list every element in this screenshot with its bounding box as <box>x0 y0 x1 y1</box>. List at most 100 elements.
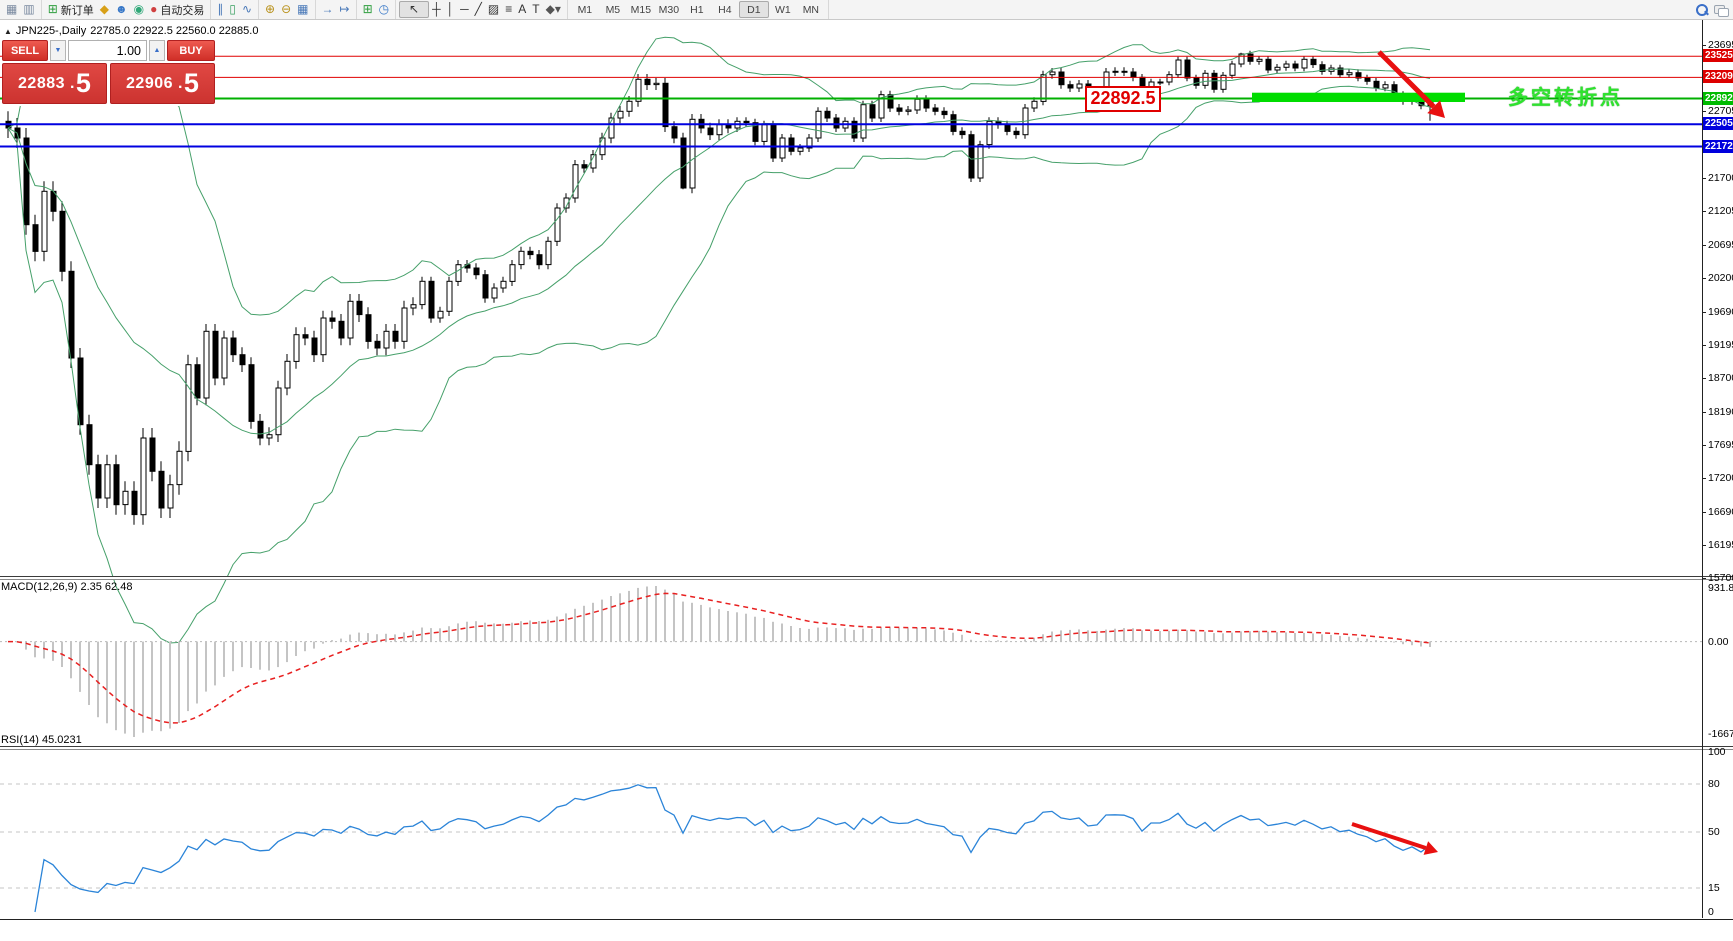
price-tick-mark <box>1702 312 1706 313</box>
collapse-triangle-icon: ▲ <box>4 26 12 36</box>
volume-input[interactable]: 1.00 <box>68 40 147 61</box>
signals-icon[interactable]: ◉ <box>133 2 145 16</box>
tick-chart-icon[interactable]: ▥ <box>23 2 35 16</box>
chart-canvas[interactable] <box>0 19 1733 941</box>
candlestick-chart-icon[interactable]: ▯ <box>229 2 236 16</box>
price-tick: 18700.0 <box>1708 372 1733 384</box>
autoscroll-icon[interactable]: → <box>321 2 334 16</box>
gold-icon[interactable]: ◆ <box>99 2 109 16</box>
price-badge-23209.6: 23209.6 <box>1703 70 1733 84</box>
text-icon[interactable]: A <box>518 2 527 16</box>
horizontal-line-icon[interactable]: ─ <box>460 2 469 16</box>
sell-price: 22883 . <box>18 74 75 92</box>
toolbar-group-zoom: ⊕ ⊖ ▦ <box>259 0 316 19</box>
line-chart-icon[interactable]: ∿ <box>241 2 253 16</box>
rsi-line <box>34 784 1431 913</box>
rsi-tick: 80 <box>1708 778 1720 790</box>
price-tick: 19690.0 <box>1708 306 1733 318</box>
chat-icon <box>1714 4 1729 17</box>
timeframe-h1[interactable]: H1 <box>690 3 704 16</box>
price-badge-23525.5: 23525.5 <box>1703 49 1733 63</box>
cursor-icon[interactable]: ↖ <box>399 1 430 18</box>
sell-price-box[interactable]: 22883 . 5 <box>2 63 107 104</box>
price-tick-mark <box>1702 345 1706 346</box>
price-tick-mark <box>1702 278 1706 279</box>
chart-ohlc: 22785.0 22922.5 22560.0 22885.0 <box>90 25 259 37</box>
price-tick-mark <box>1702 412 1706 413</box>
price-tick: 20695.0 <box>1708 239 1733 251</box>
price-tick: 15700.0 <box>1708 572 1733 584</box>
buy-price-box[interactable]: 22906 . 5 <box>110 63 215 104</box>
search-icon <box>1696 3 1709 16</box>
chart-title: ▲ JPN225-,Daily 22785.0 22922.5 22560.0 … <box>4 25 258 37</box>
price-tick-mark <box>1702 245 1706 246</box>
volume-decrease-stepper[interactable]: ▼ <box>50 40 66 61</box>
equidistant-channel-icon[interactable]: ▨ <box>487 2 500 16</box>
bar-chart-icon[interactable]: ∥ <box>217 2 224 16</box>
buy-button[interactable]: BUY <box>167 40 215 61</box>
price-callout-label[interactable]: 22892.5 <box>1085 85 1161 112</box>
price-tick-mark <box>1702 445 1706 446</box>
rsi-pane-separator[interactable] <box>0 746 1733 750</box>
timeframe-h4[interactable]: H4 <box>718 3 732 16</box>
rsi-tick: 0 <box>1708 906 1714 918</box>
zoom-out-icon[interactable]: ⊖ <box>281 2 292 16</box>
price-tick-mark <box>1702 578 1706 579</box>
chart-shift-icon[interactable]: ↦ <box>339 2 350 16</box>
price-tick: 16690.0 <box>1708 506 1733 518</box>
chat-icon[interactable] <box>1711 1 1730 18</box>
macd-tick-zero: 0.00 <box>1708 635 1729 648</box>
zoom-in-icon[interactable]: ⊕ <box>265 2 276 16</box>
toolbar-group-arrange: → ↦ <box>316 0 357 19</box>
rsi-tick: 100 <box>1708 746 1726 758</box>
timeframe-m15[interactable]: M15 <box>630 3 652 16</box>
auto-trading-icon[interactable]: ● 自动交易 <box>150 2 205 17</box>
price-badge-22505.6: 22505.6 <box>1703 117 1733 131</box>
price-tick: 16195.0 <box>1708 539 1733 551</box>
time-axis[interactable] <box>0 919 1733 941</box>
red-arrow-rsi <box>1351 822 1427 850</box>
sell-button[interactable]: SELL <box>2 40 48 61</box>
chart-workspace[interactable]: ▲ JPN225-,Daily 22785.0 22922.5 22560.0 … <box>0 19 1733 941</box>
price-badge-22892.5: 22892.5 <box>1703 91 1733 105</box>
tile-windows-icon[interactable]: ▦ <box>297 2 309 16</box>
price-tick: 17695.0 <box>1708 439 1733 451</box>
timeframe-mn[interactable]: MN <box>802 3 820 16</box>
indicators-add-icon[interactable]: ⊞ <box>362 2 373 16</box>
trendline-icon[interactable]: ╱ <box>474 2 482 16</box>
buy-price: 22906 . <box>126 74 183 92</box>
crosshair-icon[interactable]: ┼ <box>432 2 441 16</box>
price-scale[interactable] <box>1702 20 1703 918</box>
macd-signal-line <box>7 592 1431 724</box>
price-tick-mark <box>1702 478 1706 479</box>
timeframe-d1[interactable]: D1 <box>738 1 769 18</box>
price-tick-mark <box>1702 111 1706 112</box>
timeframe-m1[interactable]: M1 <box>577 3 593 16</box>
new-order-icon[interactable]: ⊞ 新订单 <box>47 2 94 17</box>
toolbar-group-insert: ⊞ ◷ <box>357 0 397 19</box>
price-tick-mark <box>1702 178 1706 179</box>
toolbar-group-timeframes: M1 M5 M15 M30 H1 H4 D1 W1 MN <box>568 0 829 19</box>
toolbar-group-trade: ⊞ 新订单 ◆ ☻ ◉ ● 自动交易 <box>42 0 212 19</box>
toolbar-group-chart-type: ∥ ▯ ∿ <box>211 0 260 19</box>
shapes-icon[interactable]: ◆▾ <box>545 2 561 16</box>
timeframe-w1[interactable]: W1 <box>774 3 791 16</box>
chart-window-icon[interactable]: ▦ <box>6 2 18 16</box>
macd-tick-max: 931.89 <box>1708 582 1733 594</box>
mql-community-icon[interactable]: ☻ <box>114 2 128 16</box>
price-tick-mark <box>1702 211 1706 212</box>
pivot-annotation-text[interactable]: 多空转折点 <box>1508 86 1623 109</box>
timeframe-m5[interactable]: M5 <box>605 3 621 16</box>
rsi-tick: 50 <box>1708 826 1720 838</box>
timeframe-m30[interactable]: M30 <box>658 3 680 16</box>
macd-pane-separator[interactable] <box>0 576 1733 580</box>
toolbar-group-drawing: ↖ ┼ │ ─ ╱ ▨ ≡ A T ◆▾ <box>396 0 568 19</box>
volume-increase-stepper[interactable]: ▲ <box>149 40 165 61</box>
fibonacci-icon[interactable]: ≡ <box>505 2 513 16</box>
periods-icon[interactable]: ◷ <box>378 2 390 16</box>
price-tick: 19195.0 <box>1708 339 1733 351</box>
vertical-line-icon[interactable]: │ <box>446 2 455 16</box>
search-icon[interactable] <box>1693 1 1711 18</box>
text-label-icon[interactable]: T <box>532 2 540 16</box>
